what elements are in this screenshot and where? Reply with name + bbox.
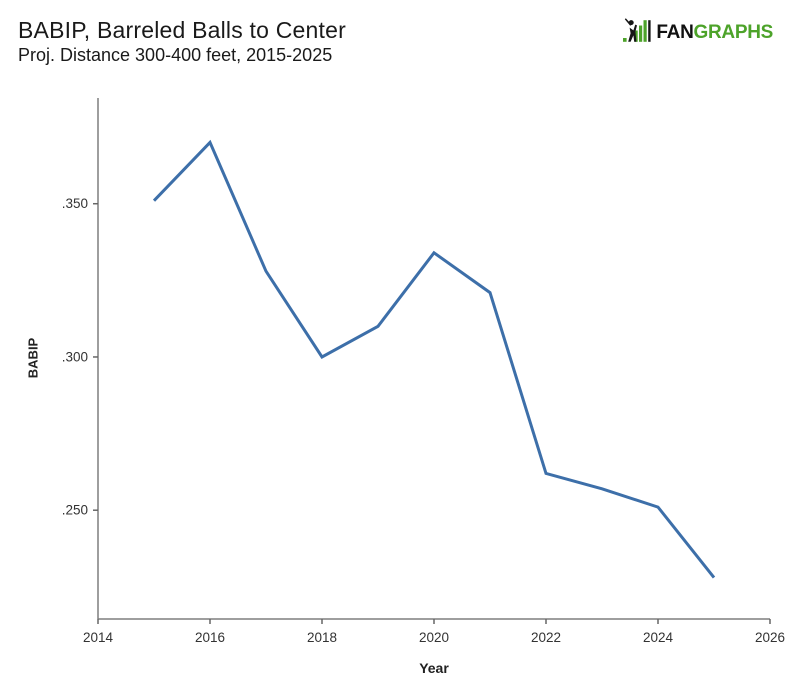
fangraphs-batter-icon — [623, 17, 653, 48]
logo-fan-text: FAN — [656, 21, 694, 43]
x-tick-label: 2016 — [195, 630, 225, 645]
fangraphs-wordmark: FANGRAPHS — [656, 23, 773, 42]
fangraphs-logo: FANGRAPHS — [623, 17, 773, 48]
x-tick-label: 2022 — [531, 630, 561, 645]
logo-graphs-text: GRAPHS — [693, 21, 774, 43]
x-tick-label: 2024 — [643, 630, 674, 645]
page-title: BABIP, Barreled Balls to Center — [18, 17, 346, 43]
x-tick-label: 2020 — [419, 630, 449, 645]
y-tick-label: .300 — [62, 349, 88, 364]
y-axis-title: BABIP — [25, 337, 41, 379]
babip-series-line — [152, 139, 716, 579]
x-axis-title: Year — [419, 660, 449, 676]
x-tick-label: 2026 — [755, 630, 785, 645]
x-tick-label: 2014 — [83, 630, 114, 645]
y-tick-label: .250 — [62, 503, 88, 518]
x-tick-label: 2018 — [307, 630, 337, 645]
y-tick-label: .350 — [62, 196, 88, 211]
page-subtitle: Proj. Distance 300-400 feet, 2015-2025 — [18, 45, 333, 65]
